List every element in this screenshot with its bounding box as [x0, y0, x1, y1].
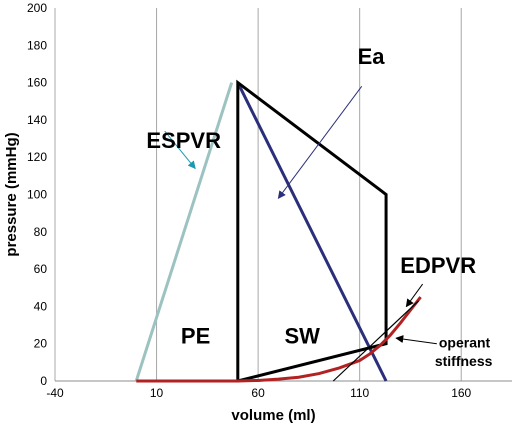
annotation-arrow-2 — [405, 283, 424, 308]
annotation-sw: SW — [285, 324, 321, 349]
operant-stiffness-line — [332, 300, 419, 382]
y-tick-label-3: 60 — [34, 262, 48, 276]
y-tick-label-0: 0 — [40, 374, 47, 388]
x-tick-label-4: 160 — [451, 386, 471, 400]
annotation-arrow-0 — [164, 130, 196, 170]
y-tick-label-2: 40 — [34, 299, 48, 313]
plot-area — [134, 79, 422, 383]
x-tick-label-3: 110 — [350, 386, 369, 400]
annotation-edpvr: EDPVR — [400, 253, 476, 278]
y-tick-label-7: 140 — [27, 113, 47, 127]
y-tick-label-4: 80 — [34, 225, 48, 239]
x-tick-label-1: 10 — [150, 386, 164, 400]
espvr-line — [134, 82, 234, 382]
annotation-stiffness: stiffness — [435, 353, 493, 369]
y-tick-label-10: 200 — [27, 1, 47, 15]
annotation-pe: PE — [181, 324, 210, 349]
pv-loop-line — [236, 79, 388, 383]
y-axis-title: pressure (mmHg) — [3, 132, 20, 256]
y-tick-label-9: 180 — [27, 38, 47, 52]
y-tick-label-8: 160 — [27, 76, 47, 90]
y-tick-label-5: 100 — [27, 188, 47, 202]
annotation-arrow-1 — [277, 86, 363, 200]
y-tick-label-1: 20 — [34, 337, 48, 351]
annotation-operant: operant — [439, 334, 491, 350]
x-tick-label-0: -40 — [46, 386, 64, 400]
ea-line — [236, 81, 388, 382]
y-tick-label-6: 120 — [27, 150, 47, 164]
x-tick-label-2: 60 — [251, 386, 265, 400]
edpvr-line — [136, 296, 422, 383]
annotation-espvr: ESPVR — [146, 128, 221, 153]
annotations: ESPVR Ea EDPVR PE SW operant stiffness — [146, 44, 492, 369]
annotation-ea: Ea — [358, 44, 386, 69]
x-axis-title: volume (ml) — [231, 407, 315, 424]
annotation-arrow-3 — [395, 335, 437, 345]
axes: 0 20 40 60 80 100 120 140 160 180 200 -40 10 60 110 160 — [27, 1, 512, 400]
